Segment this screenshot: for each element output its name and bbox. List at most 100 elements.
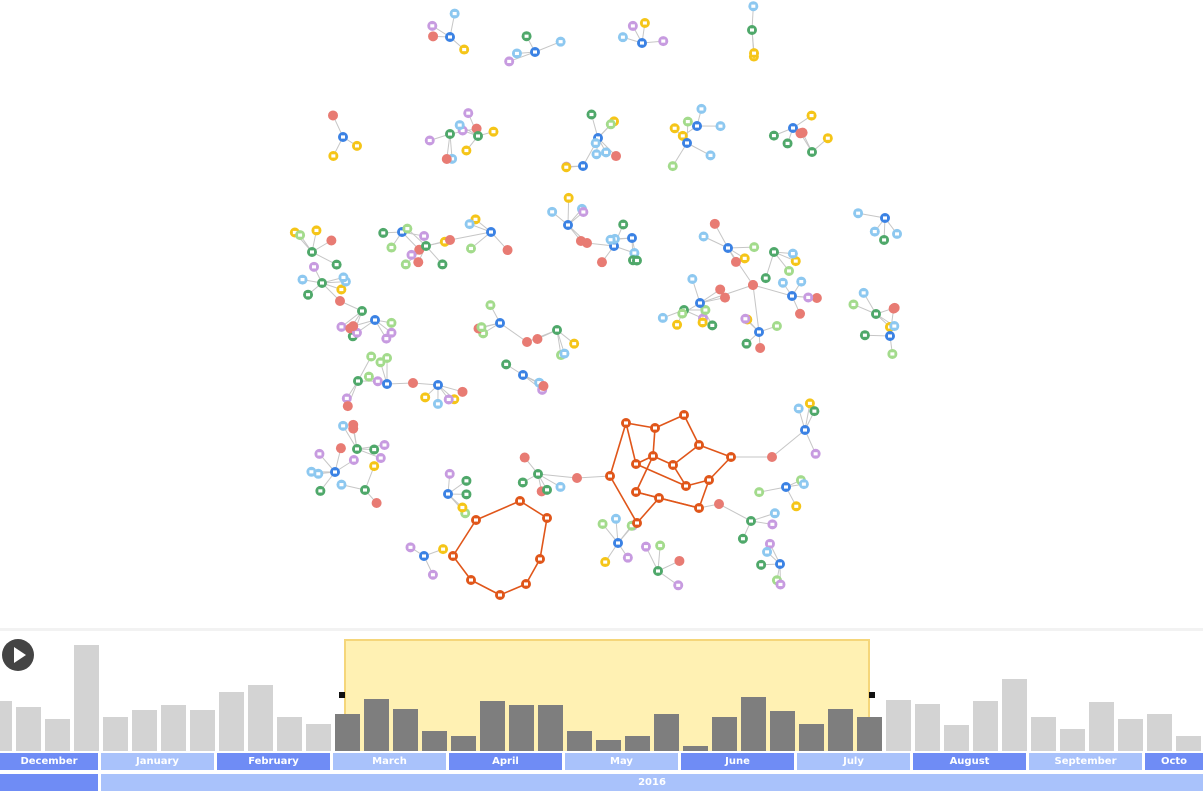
email-icon[interactable]	[578, 207, 589, 218]
document-icon[interactable]	[749, 242, 760, 253]
account-icon[interactable]	[353, 376, 363, 386]
account-icon[interactable]	[501, 359, 512, 370]
document-icon[interactable]	[476, 322, 487, 333]
transaction-icon[interactable]	[328, 110, 339, 121]
timeline-panel[interactable]: December January February March April Ma…	[0, 628, 1203, 794]
email-icon[interactable]	[803, 292, 814, 303]
address-icon[interactable]	[369, 461, 380, 472]
highlighted-account-icon[interactable]	[448, 551, 458, 561]
transaction-icon[interactable]	[532, 333, 543, 344]
transaction-icon[interactable]	[502, 245, 513, 256]
email-icon[interactable]	[406, 249, 417, 260]
address-icon[interactable]	[822, 133, 833, 144]
document-icon[interactable]	[466, 243, 477, 254]
activity-histogram[interactable]	[0, 631, 1203, 751]
phone-icon[interactable]	[698, 231, 709, 242]
phone-icon[interactable]	[853, 208, 864, 219]
transaction-icon[interactable]	[797, 127, 808, 138]
highlighted-account-icon[interactable]	[515, 496, 525, 506]
document-icon[interactable]	[485, 300, 496, 311]
highlighted-person-icon[interactable]	[542, 513, 552, 523]
transaction-icon[interactable]	[408, 378, 418, 388]
month-october[interactable]: Octo	[1145, 753, 1203, 770]
account-icon[interactable]	[859, 330, 870, 341]
highlighted-person-icon[interactable]	[654, 493, 664, 503]
transaction-icon[interactable]	[428, 31, 439, 42]
document-icon[interactable]	[386, 317, 397, 328]
email-icon[interactable]	[443, 394, 454, 405]
email-icon[interactable]	[372, 376, 383, 387]
person-icon[interactable]	[433, 380, 443, 390]
account-icon[interactable]	[331, 259, 342, 270]
phone-icon[interactable]	[610, 513, 621, 524]
account-icon[interactable]	[552, 325, 562, 335]
document-icon[interactable]	[366, 351, 377, 362]
highlighted-account-icon[interactable]	[679, 410, 689, 420]
address-icon[interactable]	[328, 150, 339, 161]
person-icon[interactable]	[682, 138, 692, 148]
address-icon[interactable]	[749, 48, 760, 59]
address-icon[interactable]	[600, 557, 611, 568]
person-icon[interactable]	[788, 123, 798, 133]
account-icon[interactable]	[631, 255, 642, 266]
transaction-icon[interactable]	[748, 280, 758, 290]
account-icon[interactable]	[461, 475, 472, 486]
email-icon[interactable]	[379, 440, 390, 451]
phone-icon[interactable]	[555, 481, 566, 492]
email-icon[interactable]	[810, 448, 821, 459]
phone-icon[interactable]	[449, 8, 460, 19]
address-icon[interactable]	[563, 192, 574, 203]
transaction-icon[interactable]	[457, 386, 468, 397]
transaction-icon[interactable]	[596, 257, 607, 268]
transaction-icon[interactable]	[538, 380, 549, 391]
month-may[interactable]: May	[565, 753, 678, 770]
person-icon[interactable]	[563, 220, 573, 230]
month-march[interactable]: March	[333, 753, 446, 770]
person-icon[interactable]	[692, 121, 702, 131]
month-september[interactable]: September	[1029, 753, 1142, 770]
email-icon[interactable]	[740, 313, 751, 324]
address-icon[interactable]	[311, 225, 322, 236]
highlighted-account-icon[interactable]	[668, 460, 678, 470]
network-graph[interactable]	[0, 0, 1203, 628]
address-icon[interactable]	[420, 392, 431, 403]
account-icon[interactable]	[542, 484, 553, 495]
phone-icon[interactable]	[858, 287, 869, 298]
phone-icon[interactable]	[297, 274, 308, 285]
email-icon[interactable]	[463, 108, 474, 119]
email-icon[interactable]	[640, 541, 651, 552]
highlighted-person-icon[interactable]	[650, 423, 660, 433]
transaction-icon[interactable]	[572, 473, 582, 483]
phone-icon[interactable]	[787, 248, 798, 259]
email-icon[interactable]	[444, 468, 455, 479]
phone-icon[interactable]	[687, 274, 698, 285]
person-icon[interactable]	[754, 327, 764, 337]
account-icon[interactable]	[618, 219, 629, 230]
address-icon[interactable]	[438, 544, 449, 555]
account-icon[interactable]	[369, 444, 380, 455]
email-icon[interactable]	[348, 455, 359, 466]
account-icon[interactable]	[521, 31, 532, 42]
phone-icon[interactable]	[777, 277, 788, 288]
address-icon[interactable]	[351, 140, 362, 151]
phone-icon[interactable]	[464, 219, 475, 230]
address-icon[interactable]	[336, 284, 347, 295]
phone-icon[interactable]	[889, 321, 900, 332]
person-icon[interactable]	[637, 38, 647, 48]
highlighted-account-icon[interactable]	[726, 452, 736, 462]
transaction-icon[interactable]	[335, 443, 346, 454]
phone-icon[interactable]	[793, 403, 804, 414]
transaction-icon[interactable]	[348, 419, 359, 430]
year-2016-segment[interactable]: 2016	[101, 774, 1203, 791]
transaction-icon[interactable]	[519, 452, 530, 463]
highlighted-account-icon[interactable]	[694, 503, 704, 513]
phone-icon[interactable]	[313, 468, 324, 479]
document-icon[interactable]	[382, 352, 393, 363]
month-december[interactable]: December	[0, 753, 98, 770]
person-icon[interactable]	[445, 32, 455, 42]
document-icon[interactable]	[682, 116, 693, 127]
document-icon[interactable]	[655, 540, 666, 551]
person-icon[interactable]	[781, 482, 791, 492]
person-icon[interactable]	[775, 559, 785, 569]
highlighted-person-icon[interactable]	[471, 515, 481, 525]
